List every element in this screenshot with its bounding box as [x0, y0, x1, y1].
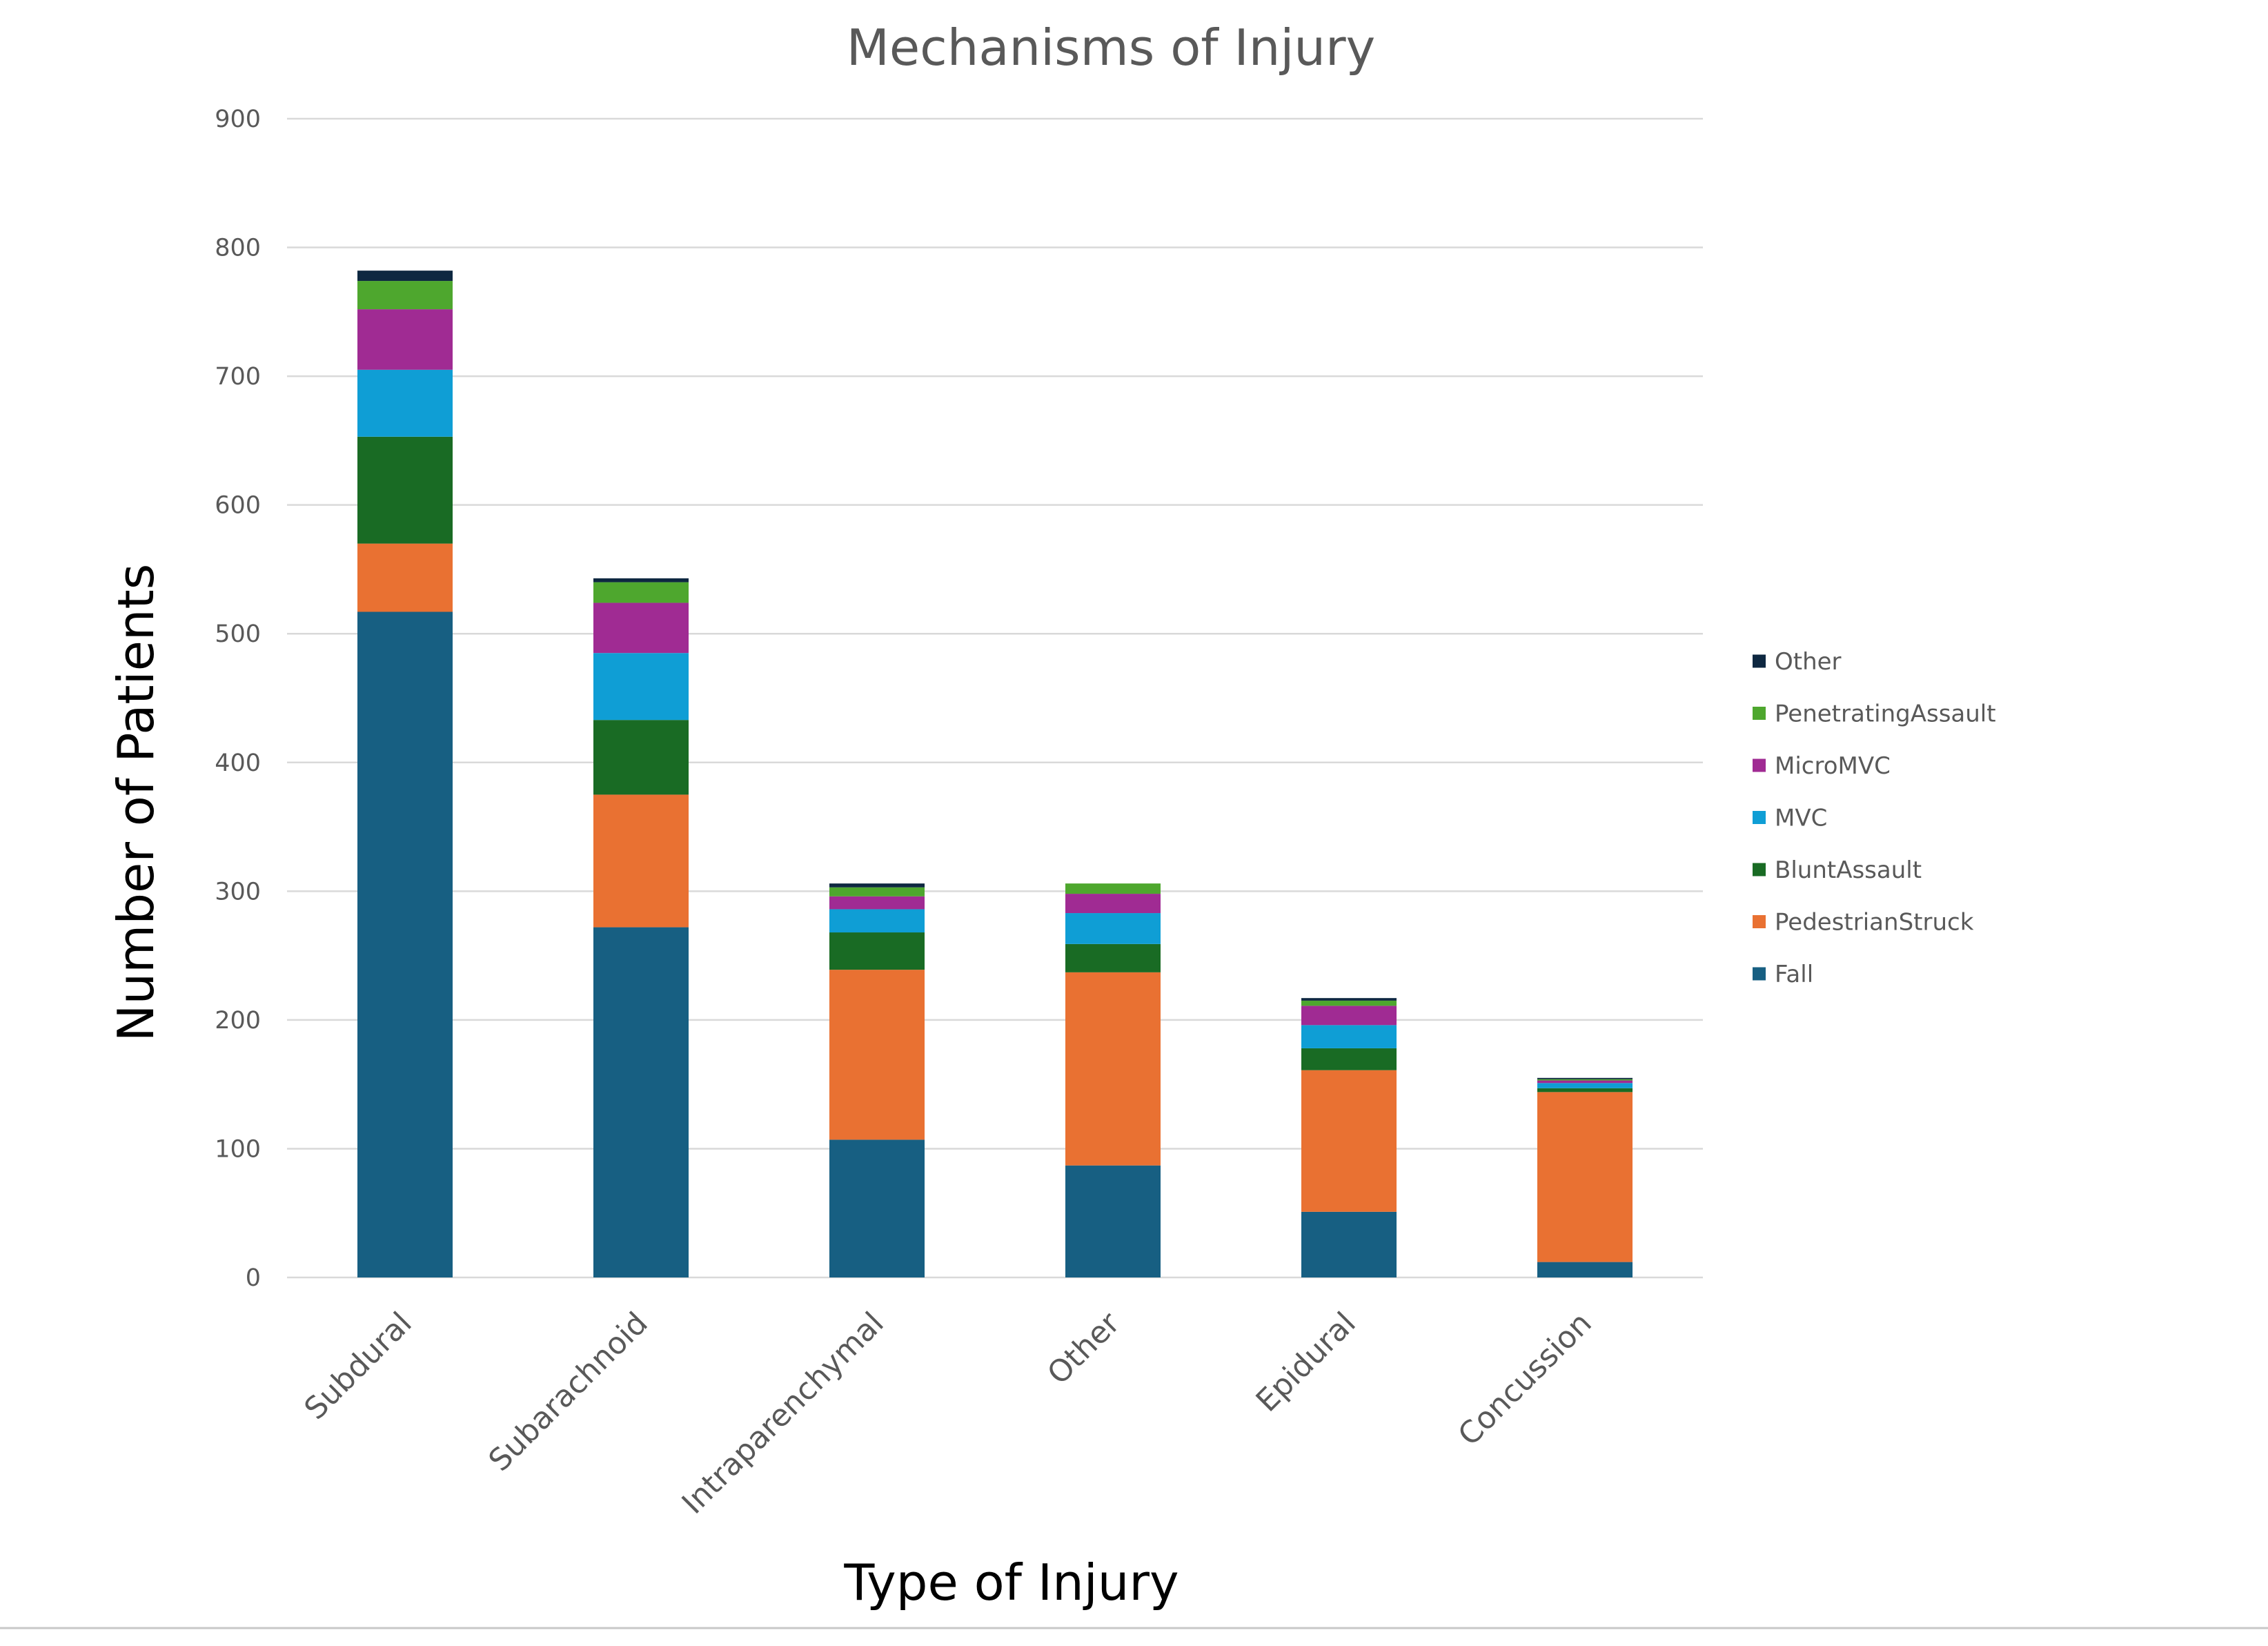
bar-segment-penetratingassault-concussion [1537, 1079, 1633, 1081]
bar-segment-fall-epidural [1301, 1211, 1397, 1277]
bar-segment-micromvc-intraparenchymal [829, 896, 925, 910]
bar-segment-micromvc-subdural [357, 309, 453, 370]
bar-segment-bluntassault-other [1065, 943, 1161, 972]
y-tick-label: 100 [215, 1135, 261, 1163]
bar-segment-penetratingassault-subarachnoid [593, 582, 689, 603]
bar-segment-bluntassault-subarachnoid [593, 720, 689, 795]
bar-segment-pedestrianstruck-subarachnoid [593, 794, 689, 928]
legend-label: MVC [1775, 805, 1827, 832]
legend-swatch [1753, 967, 1766, 981]
bar-segment-bluntassault-intraparenchymal [829, 932, 925, 970]
x-category-label: Subarachnoid [482, 1306, 655, 1478]
bar-segment-other-intraparenchymal [829, 883, 925, 888]
bar-segment-micromvc-subarachnoid [593, 602, 689, 654]
bar-segment-penetratingassault-subdural [357, 281, 453, 310]
bar-segment-mvc-other [1065, 913, 1161, 944]
bar-segment-pedestrianstruck-subdural [357, 543, 453, 612]
bar-segment-penetratingassault-other [1065, 883, 1161, 894]
legend-swatch [1753, 654, 1766, 668]
legend-label: MicroMVC [1775, 752, 1891, 780]
y-tick-label: 700 [215, 363, 261, 391]
y-tick-label: 800 [215, 235, 261, 262]
x-category-label: Epidural [1250, 1306, 1363, 1419]
y-tick-label: 200 [215, 1007, 261, 1035]
legend-label: Fall [1775, 961, 1813, 988]
y-tick-label: 900 [215, 106, 261, 133]
legend-swatch [1753, 707, 1766, 720]
bar-segment-fall-other [1065, 1165, 1161, 1277]
bar-segment-mvc-subarachnoid [593, 653, 689, 721]
bar-segment-mvc-subdural [357, 369, 453, 437]
bar-segment-other-subarachnoid [593, 578, 689, 582]
bar-segment-fall-concussion [1537, 1262, 1633, 1277]
bar-segment-micromvc-other [1065, 894, 1161, 914]
legend-swatch [1753, 758, 1766, 772]
y-tick-label: 300 [215, 878, 261, 905]
bar-segment-micromvc-epidural [1301, 1006, 1397, 1026]
x-category-label: Subdural [298, 1306, 419, 1427]
y-tick-label: 500 [215, 620, 261, 648]
x-category-label: Intraparenchymal [676, 1306, 891, 1521]
legend-swatch [1753, 863, 1766, 876]
y-tick-label: 0 [246, 1264, 261, 1292]
x-axis-title: Type of Injury [843, 1554, 1179, 1611]
bar-segment-pedestrianstruck-other [1065, 972, 1161, 1166]
bar-segment-other-subdural [357, 271, 453, 282]
y-axis-title: Number of Patients [107, 564, 165, 1042]
x-category-label: Other [1041, 1305, 1127, 1391]
legend-swatch [1753, 811, 1766, 824]
bar-segment-mvc-concussion [1537, 1083, 1633, 1088]
legend-label: Other [1775, 648, 1842, 676]
x-axis-categories: Subdural Subarachnoid Intraparenchymal Othe… [298, 1305, 1599, 1521]
bar-segment-micromvc-concussion [1537, 1080, 1633, 1084]
chart-title: Mechanisms of Injury [847, 19, 1375, 77]
legend-label: PenetratingAssault [1775, 700, 1996, 728]
bar-segment-bluntassault-epidural [1301, 1048, 1397, 1070]
bar-segment-other-concussion [1537, 1077, 1633, 1079]
bar-segment-mvc-epidural [1301, 1025, 1397, 1048]
bar-segment-pedestrianstruck-epidural [1301, 1070, 1397, 1212]
bars [357, 271, 1633, 1277]
y-axis-ticks: 0 100 200 300 400 500 600 700 800 900 [215, 106, 261, 1292]
bar-segment-mvc-intraparenchymal [829, 909, 925, 933]
legend-swatch [1753, 915, 1766, 928]
legend-label: PedestrianStruck [1775, 909, 1974, 937]
bar-segment-penetratingassault-epidural [1301, 1000, 1397, 1006]
legend: Other PenetratingAssault MicroMVC MVC BluntA… [1753, 648, 1996, 988]
bar-segment-other-epidural [1301, 998, 1397, 1001]
x-category-label: Concussion [1452, 1306, 1599, 1453]
gridlines [287, 117, 1703, 1279]
bar-segment-penetratingassault-intraparenchymal [829, 887, 925, 897]
bar-segment-pedestrianstruck-concussion [1537, 1092, 1633, 1262]
legend-label: BluntAssault [1775, 856, 1922, 884]
y-tick-label: 400 [215, 749, 261, 777]
bar-segment-pedestrianstruck-intraparenchymal [829, 970, 925, 1140]
bar-segment-fall-intraparenchymal [829, 1139, 925, 1277]
bar-segment-fall-subdural [357, 611, 453, 1277]
bar-segment-bluntassault-subdural [357, 436, 453, 544]
bar-segment-bluntassault-concussion [1537, 1088, 1633, 1093]
y-tick-label: 600 [215, 492, 261, 520]
bar-segment-fall-subarachnoid [593, 927, 689, 1277]
